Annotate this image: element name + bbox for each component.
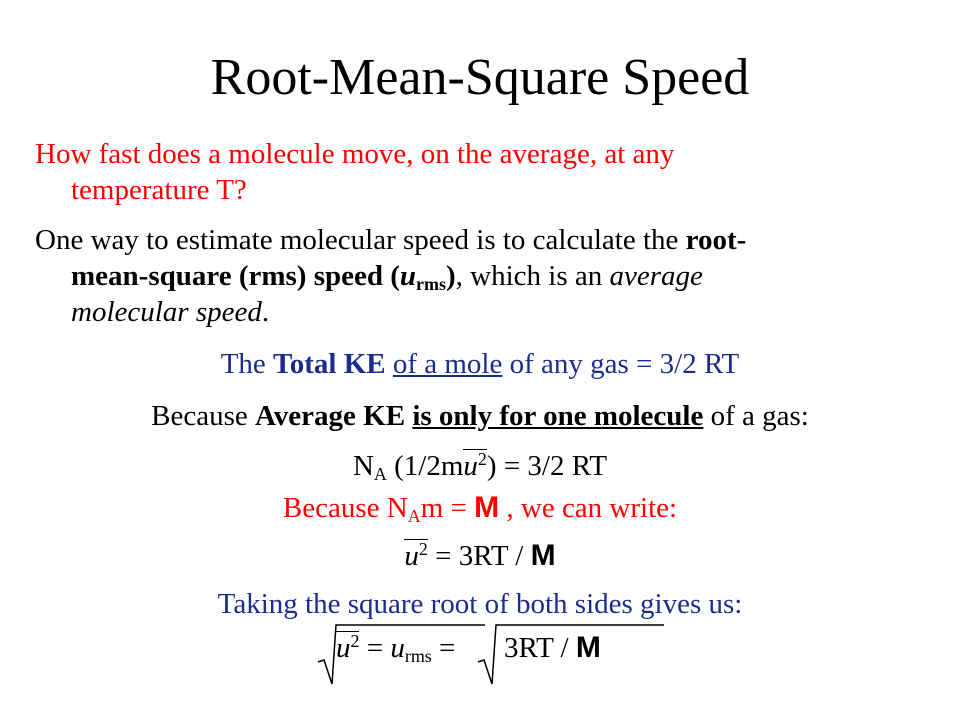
- definition-intro: One way to estimate molecular speed is t…: [35, 224, 686, 256]
- eq7-u-rms: u: [390, 632, 405, 664]
- eq7-molar-mass: M: [575, 631, 601, 664]
- definition-close: ): [445, 260, 456, 292]
- question-line-1: How fast does a molecule move, on the av…: [35, 138, 675, 170]
- definition-line-2: mean-square (rms) speed (urms), which is…: [35, 258, 935, 294]
- eq3-rest: ) = 3/2 RT: [486, 450, 608, 482]
- definition-u: u: [399, 260, 417, 292]
- eq2-rest: of a gas:: [703, 400, 809, 432]
- eq1-prefix: The: [220, 348, 274, 380]
- eq3-open: (1/2m: [386, 450, 464, 482]
- definition-rms-sub: rms: [416, 274, 446, 295]
- definition-line-3: molecular speed.: [35, 294, 935, 330]
- eq5-mid: = 3RT /: [427, 540, 531, 572]
- eq2-prefix: Because: [151, 400, 255, 432]
- rms-equation: u2 = urms =: [336, 630, 455, 666]
- definition-molecular-speed: molecular speed: [71, 296, 262, 328]
- eq7-rhs: 3RT /: [504, 632, 576, 664]
- eq7-rms-sub: rms: [404, 646, 432, 667]
- u-squared-equation: u2 = 3RT / M: [0, 538, 960, 574]
- molar-mass-statement: Because NAm = M , we can write:: [0, 490, 960, 526]
- total-ke-equation: The Total KE of a mole of any gas = 3/2 …: [0, 346, 960, 382]
- eq4-m: m =: [420, 492, 475, 524]
- eq7-equals-1: =: [359, 632, 391, 664]
- eq7-sup: 2: [350, 631, 360, 652]
- average-ke-statement: Because Average KE is only for one molec…: [0, 398, 960, 434]
- eq5-sup: 2: [418, 539, 428, 560]
- eq5-molar-mass: M: [530, 539, 556, 572]
- eq3-a-sub: A: [373, 464, 387, 485]
- eq4-a-sub: A: [407, 506, 421, 527]
- definition-average: average: [609, 260, 703, 292]
- na-equation: NA (1/2mu2) = 3/2 RT: [0, 448, 960, 484]
- eq3-n: N: [352, 450, 374, 482]
- eq3-u: u: [463, 450, 478, 482]
- eq4-rest: , we can write:: [499, 492, 678, 524]
- eq4-molar-mass: M: [474, 491, 500, 524]
- eq2-average-ke: Average KE: [255, 400, 406, 432]
- eq5-u: u: [404, 540, 419, 572]
- eq1-total-ke: Total KE: [273, 348, 386, 380]
- eq1-of-a-mole: of a mole: [392, 348, 503, 380]
- question-line-2: temperature T?: [71, 174, 247, 206]
- radical-sign-right: [477, 624, 664, 685]
- question-text: How fast does a molecule move, on the av…: [35, 136, 935, 208]
- radical-sign-left: [317, 624, 485, 685]
- eq2-one-molecule: is only for one molecule: [412, 400, 704, 432]
- eq4-prefix: Because N: [282, 492, 408, 524]
- eq3-sup: 2: [477, 449, 487, 470]
- definition-term-1: root-: [685, 224, 747, 256]
- definition-term-2: mean-square (rms) speed (: [71, 260, 400, 292]
- rms-definition: One way to estimate molecular speed is t…: [35, 222, 935, 330]
- definition-period: .: [261, 296, 270, 328]
- eq1-rest: of any gas = 3/2 RT: [502, 348, 740, 380]
- eq7-u: u: [336, 632, 351, 664]
- eq7-equals-2: =: [431, 632, 456, 664]
- rms-rhs: 3RT / M: [504, 630, 601, 666]
- slide-title: Root-Mean-Square Speed: [210, 49, 750, 106]
- definition-mid: , which is an: [455, 260, 610, 292]
- square-root-statement: Taking the square root of both sides giv…: [217, 588, 743, 620]
